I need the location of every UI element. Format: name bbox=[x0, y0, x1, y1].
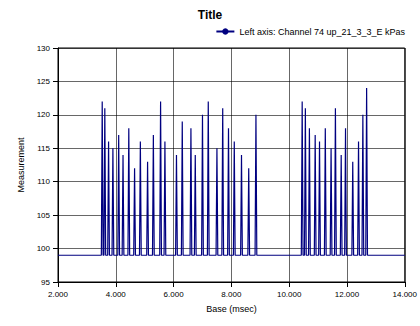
svg-text:10.000: 10.000 bbox=[277, 290, 302, 299]
svg-text:100: 100 bbox=[37, 244, 51, 253]
svg-text:Base (msec): Base (msec) bbox=[206, 304, 257, 314]
svg-text:8.000: 8.000 bbox=[221, 290, 242, 299]
svg-text:125: 125 bbox=[37, 77, 51, 86]
svg-text:Title: Title bbox=[198, 8, 223, 22]
svg-text:130: 130 bbox=[37, 44, 51, 53]
svg-text:14.000: 14.000 bbox=[393, 290, 418, 299]
svg-text:110: 110 bbox=[37, 177, 50, 186]
svg-text:120: 120 bbox=[37, 110, 51, 119]
svg-text:12.000: 12.000 bbox=[335, 290, 360, 299]
svg-text:Left axis: Channel 74 up_21_3_: Left axis: Channel 74 up_21_3_3_E kPas bbox=[239, 27, 405, 37]
svg-text:Measurement: Measurement bbox=[16, 137, 26, 193]
svg-text:2.000: 2.000 bbox=[48, 290, 69, 299]
svg-text:95: 95 bbox=[41, 278, 50, 287]
svg-text:105: 105 bbox=[37, 211, 51, 220]
svg-text:6.000: 6.000 bbox=[164, 290, 185, 299]
svg-text:4.000: 4.000 bbox=[106, 290, 127, 299]
svg-text:115: 115 bbox=[37, 144, 50, 153]
